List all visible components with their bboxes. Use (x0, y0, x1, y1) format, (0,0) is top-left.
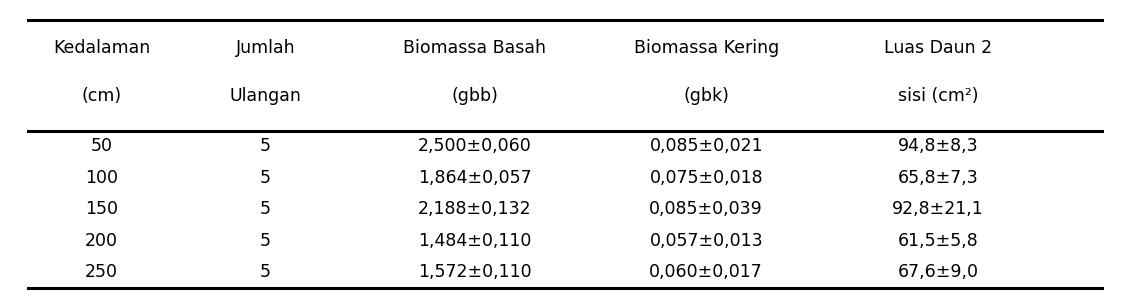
Text: 0,060±0,017: 0,060±0,017 (650, 263, 763, 281)
Text: 1,572±0,110: 1,572±0,110 (418, 263, 531, 281)
Text: 0,057±0,013: 0,057±0,013 (650, 232, 763, 250)
Text: 92,8±21,1: 92,8±21,1 (892, 200, 984, 218)
Text: 5: 5 (260, 200, 271, 218)
Text: Biomassa Basah: Biomassa Basah (403, 39, 546, 57)
Text: 5: 5 (260, 137, 271, 155)
Text: 2,188±0,132: 2,188±0,132 (418, 200, 531, 218)
Text: 1,864±0,057: 1,864±0,057 (418, 169, 531, 187)
Text: 150: 150 (85, 200, 119, 218)
Text: 100: 100 (85, 169, 119, 187)
Text: 0,085±0,039: 0,085±0,039 (650, 200, 763, 218)
Text: 250: 250 (85, 263, 119, 281)
Text: Ulangan: Ulangan (229, 87, 302, 105)
Text: 94,8±8,3: 94,8±8,3 (897, 137, 979, 155)
Text: Luas Daun 2: Luas Daun 2 (884, 39, 992, 57)
Text: 61,5±5,8: 61,5±5,8 (897, 232, 979, 250)
Text: Biomassa Kering: Biomassa Kering (634, 39, 779, 57)
Text: (gbb): (gbb) (451, 87, 498, 105)
Text: 5: 5 (260, 169, 271, 187)
Text: 5: 5 (260, 232, 271, 250)
Text: (gbk): (gbk) (684, 87, 729, 105)
Text: sisi (cm²): sisi (cm²) (897, 87, 979, 105)
Text: 2,500±0,060: 2,500±0,060 (418, 137, 531, 155)
Text: 67,6±9,0: 67,6±9,0 (897, 263, 979, 281)
Text: (cm): (cm) (81, 87, 122, 105)
Text: 0,085±0,021: 0,085±0,021 (650, 137, 763, 155)
Text: 5: 5 (260, 263, 271, 281)
Text: Jumlah: Jumlah (236, 39, 295, 57)
Text: 65,8±7,3: 65,8±7,3 (897, 169, 979, 187)
Text: 1,484±0,110: 1,484±0,110 (418, 232, 531, 250)
Text: 0,075±0,018: 0,075±0,018 (650, 169, 763, 187)
Text: 50: 50 (90, 137, 113, 155)
Text: 200: 200 (85, 232, 119, 250)
Text: Kedalaman: Kedalaman (53, 39, 150, 57)
